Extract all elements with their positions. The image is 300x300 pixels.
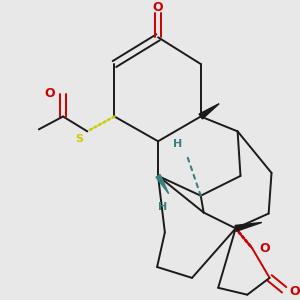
Polygon shape bbox=[156, 175, 169, 194]
Text: O: O bbox=[153, 1, 164, 14]
Text: O: O bbox=[259, 242, 269, 255]
Text: O: O bbox=[289, 285, 300, 298]
Polygon shape bbox=[235, 222, 262, 231]
Text: O: O bbox=[45, 87, 55, 100]
Polygon shape bbox=[199, 103, 219, 119]
Text: H: H bbox=[173, 139, 182, 149]
Text: H: H bbox=[158, 202, 167, 212]
Text: S: S bbox=[75, 134, 83, 144]
